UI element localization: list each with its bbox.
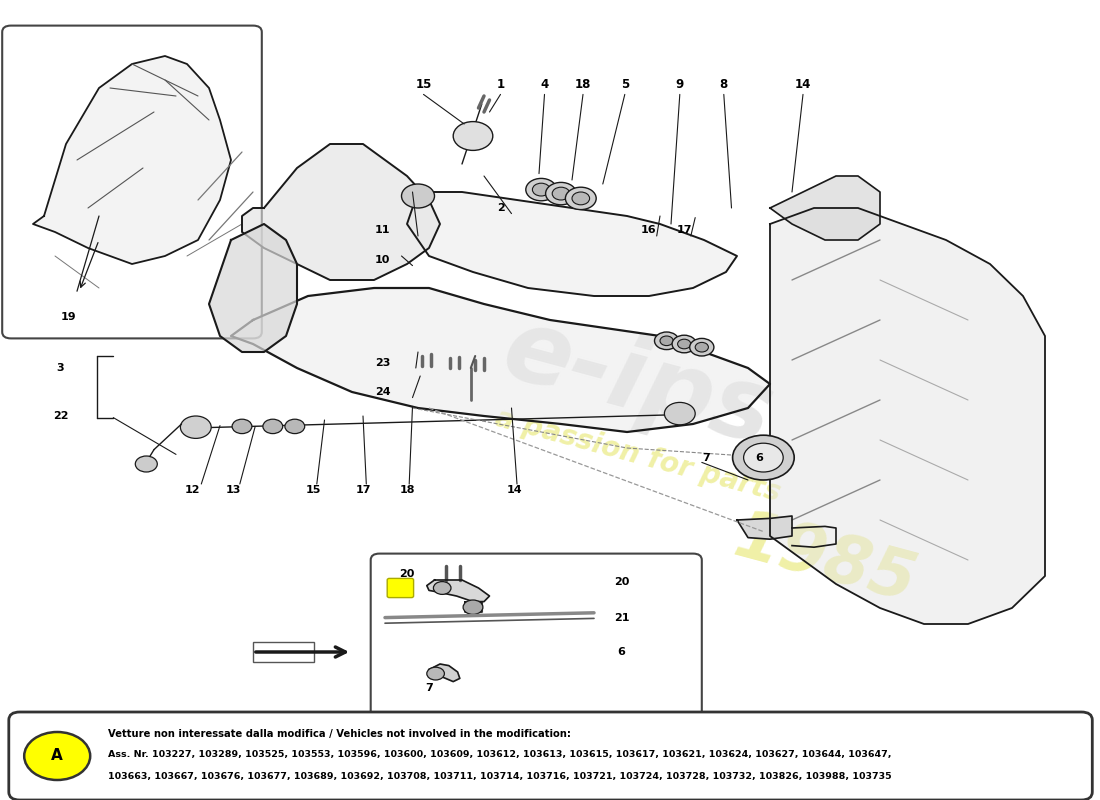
Text: 8: 8 (719, 78, 728, 90)
Text: Vetture non interessate dalla modifica / Vehicles not involved in the modificati: Vetture non interessate dalla modifica /… (108, 729, 571, 738)
Polygon shape (429, 664, 460, 682)
Circle shape (402, 184, 434, 208)
Circle shape (733, 435, 794, 480)
Circle shape (263, 419, 283, 434)
Bar (253, 642, 313, 662)
Text: 18: 18 (575, 78, 591, 90)
Text: 15: 15 (416, 78, 431, 90)
Polygon shape (427, 580, 490, 602)
Text: 6: 6 (755, 453, 763, 462)
Circle shape (678, 339, 691, 349)
Text: 11: 11 (375, 226, 390, 235)
Polygon shape (33, 56, 231, 264)
FancyBboxPatch shape (2, 26, 262, 338)
Circle shape (664, 402, 695, 425)
Text: Ass. Nr. 103227, 103289, 103525, 103553, 103596, 103600, 103609, 103612, 103613,: Ass. Nr. 103227, 103289, 103525, 103553,… (108, 750, 891, 759)
Polygon shape (209, 224, 297, 352)
Text: 20: 20 (614, 578, 629, 587)
Circle shape (546, 182, 576, 205)
Text: 15: 15 (306, 485, 321, 494)
FancyBboxPatch shape (387, 578, 414, 598)
Text: 18: 18 (399, 485, 415, 494)
Text: 22: 22 (53, 411, 68, 421)
Circle shape (565, 187, 596, 210)
Text: A: A (52, 749, 63, 763)
Circle shape (285, 419, 305, 434)
Text: a passion for parts: a passion for parts (492, 404, 784, 508)
Text: 3: 3 (57, 363, 64, 373)
Circle shape (526, 178, 557, 201)
Circle shape (660, 336, 673, 346)
Circle shape (690, 338, 714, 356)
Circle shape (463, 600, 483, 614)
Circle shape (232, 419, 252, 434)
Text: 17: 17 (676, 226, 692, 235)
Text: e-ips: e-ips (493, 302, 783, 466)
Text: 21: 21 (614, 613, 629, 622)
Text: 9: 9 (675, 78, 684, 90)
Circle shape (572, 192, 590, 205)
Text: 16: 16 (641, 226, 657, 235)
Text: 2: 2 (496, 203, 505, 213)
Polygon shape (407, 192, 737, 296)
Text: 5: 5 (620, 78, 629, 90)
Circle shape (532, 183, 550, 196)
Text: 7: 7 (702, 453, 711, 462)
Text: 4: 4 (540, 78, 549, 90)
Polygon shape (770, 176, 880, 240)
Text: 7: 7 (425, 683, 433, 693)
Text: 13: 13 (226, 485, 241, 494)
Text: 24: 24 (375, 387, 390, 397)
Circle shape (427, 667, 444, 680)
Text: 103663, 103667, 103676, 103677, 103689, 103692, 103708, 103711, 103714, 103716, : 103663, 103667, 103676, 103677, 103689, … (108, 771, 891, 781)
Circle shape (433, 582, 451, 594)
Text: 12: 12 (185, 485, 200, 494)
Polygon shape (465, 602, 482, 612)
Circle shape (695, 342, 708, 352)
Circle shape (552, 187, 570, 200)
FancyBboxPatch shape (9, 712, 1092, 800)
Text: 6: 6 (617, 647, 626, 657)
Circle shape (453, 122, 493, 150)
Circle shape (24, 732, 90, 780)
Text: 10: 10 (375, 255, 390, 265)
Text: 14: 14 (507, 485, 522, 494)
Polygon shape (737, 516, 792, 539)
Text: 20: 20 (399, 569, 415, 578)
Polygon shape (231, 288, 770, 432)
Polygon shape (242, 144, 440, 280)
Text: 14: 14 (795, 78, 811, 90)
Circle shape (672, 335, 696, 353)
Circle shape (744, 443, 783, 472)
Circle shape (654, 332, 679, 350)
Text: 1985: 1985 (727, 504, 923, 616)
FancyBboxPatch shape (371, 554, 702, 730)
Text: 1: 1 (496, 78, 505, 90)
Polygon shape (770, 208, 1045, 624)
Circle shape (135, 456, 157, 472)
Text: 17: 17 (355, 485, 371, 494)
Circle shape (180, 416, 211, 438)
Text: 23: 23 (375, 358, 390, 368)
Text: 19: 19 (60, 312, 76, 322)
